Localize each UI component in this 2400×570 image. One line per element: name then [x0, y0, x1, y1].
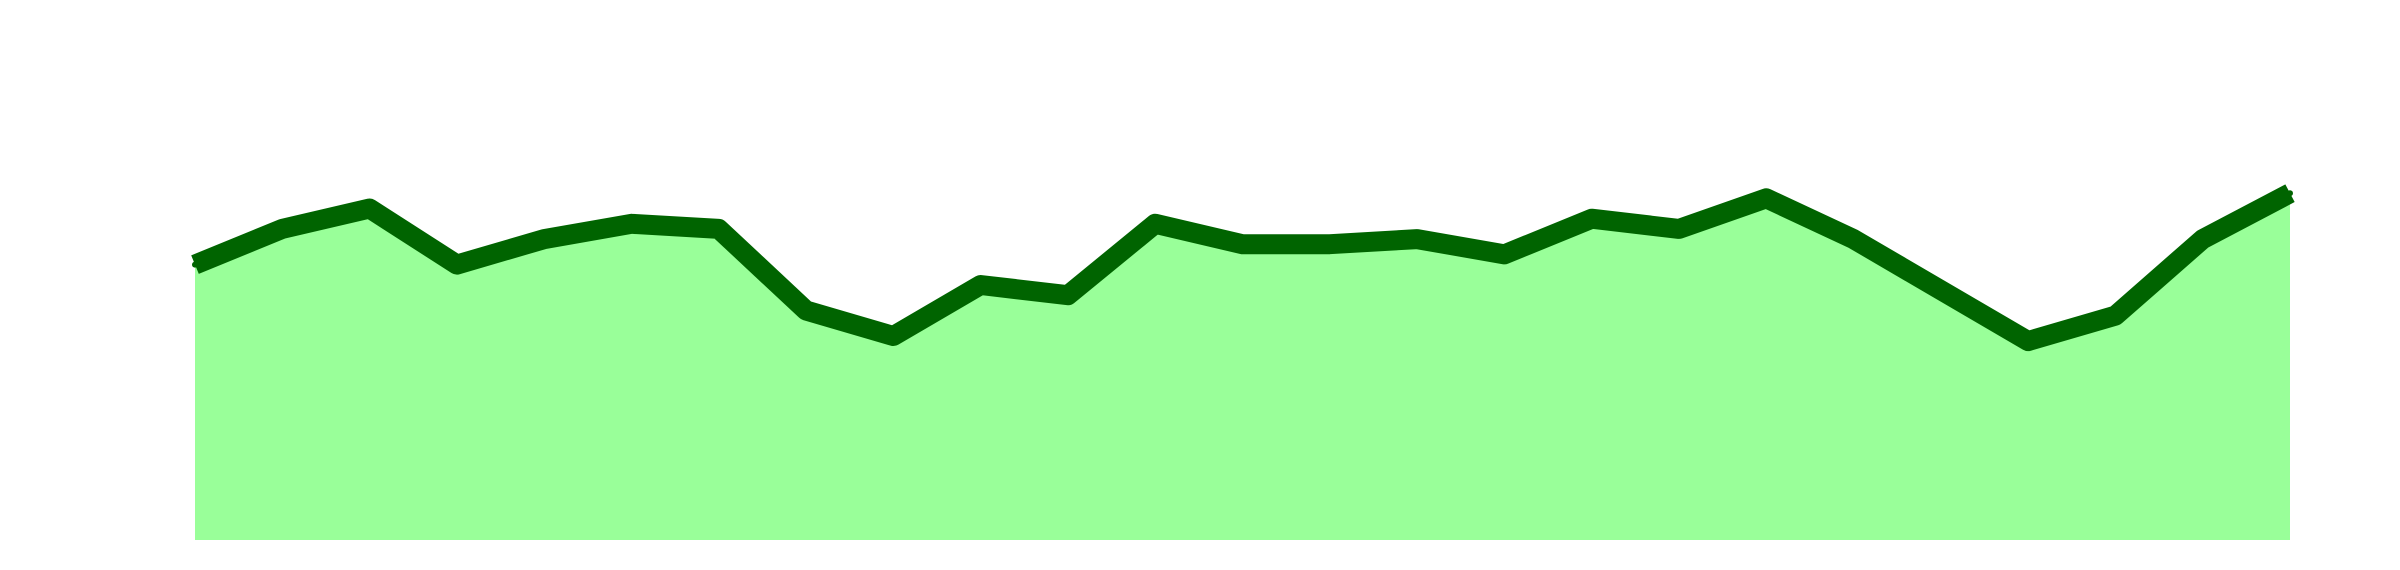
data-point	[541, 236, 548, 243]
data-point	[1588, 215, 1595, 222]
data-point	[279, 225, 286, 232]
data-point	[1850, 236, 1857, 243]
data-point	[2287, 190, 2293, 197]
data-point	[628, 220, 635, 227]
data-point	[1152, 220, 1159, 227]
data-point	[1763, 195, 1770, 202]
data-point	[1937, 287, 1944, 294]
data-point	[1414, 236, 1421, 243]
data-point	[366, 205, 373, 212]
area-fill	[195, 193, 2290, 540]
data-point	[715, 225, 722, 232]
plot-area	[191, 184, 2295, 540]
data-point	[2025, 338, 2032, 345]
data-point	[453, 261, 460, 268]
data-point	[2199, 236, 2206, 243]
data-point	[1064, 292, 1071, 299]
data-point	[1239, 241, 1246, 248]
data-point	[2112, 312, 2119, 319]
data-point	[192, 261, 198, 268]
data-point	[1326, 241, 1333, 248]
data-point	[977, 282, 984, 288]
data-point	[1675, 225, 1682, 232]
data-point	[1501, 251, 1508, 258]
data-point	[890, 333, 897, 339]
data-point	[803, 307, 810, 314]
